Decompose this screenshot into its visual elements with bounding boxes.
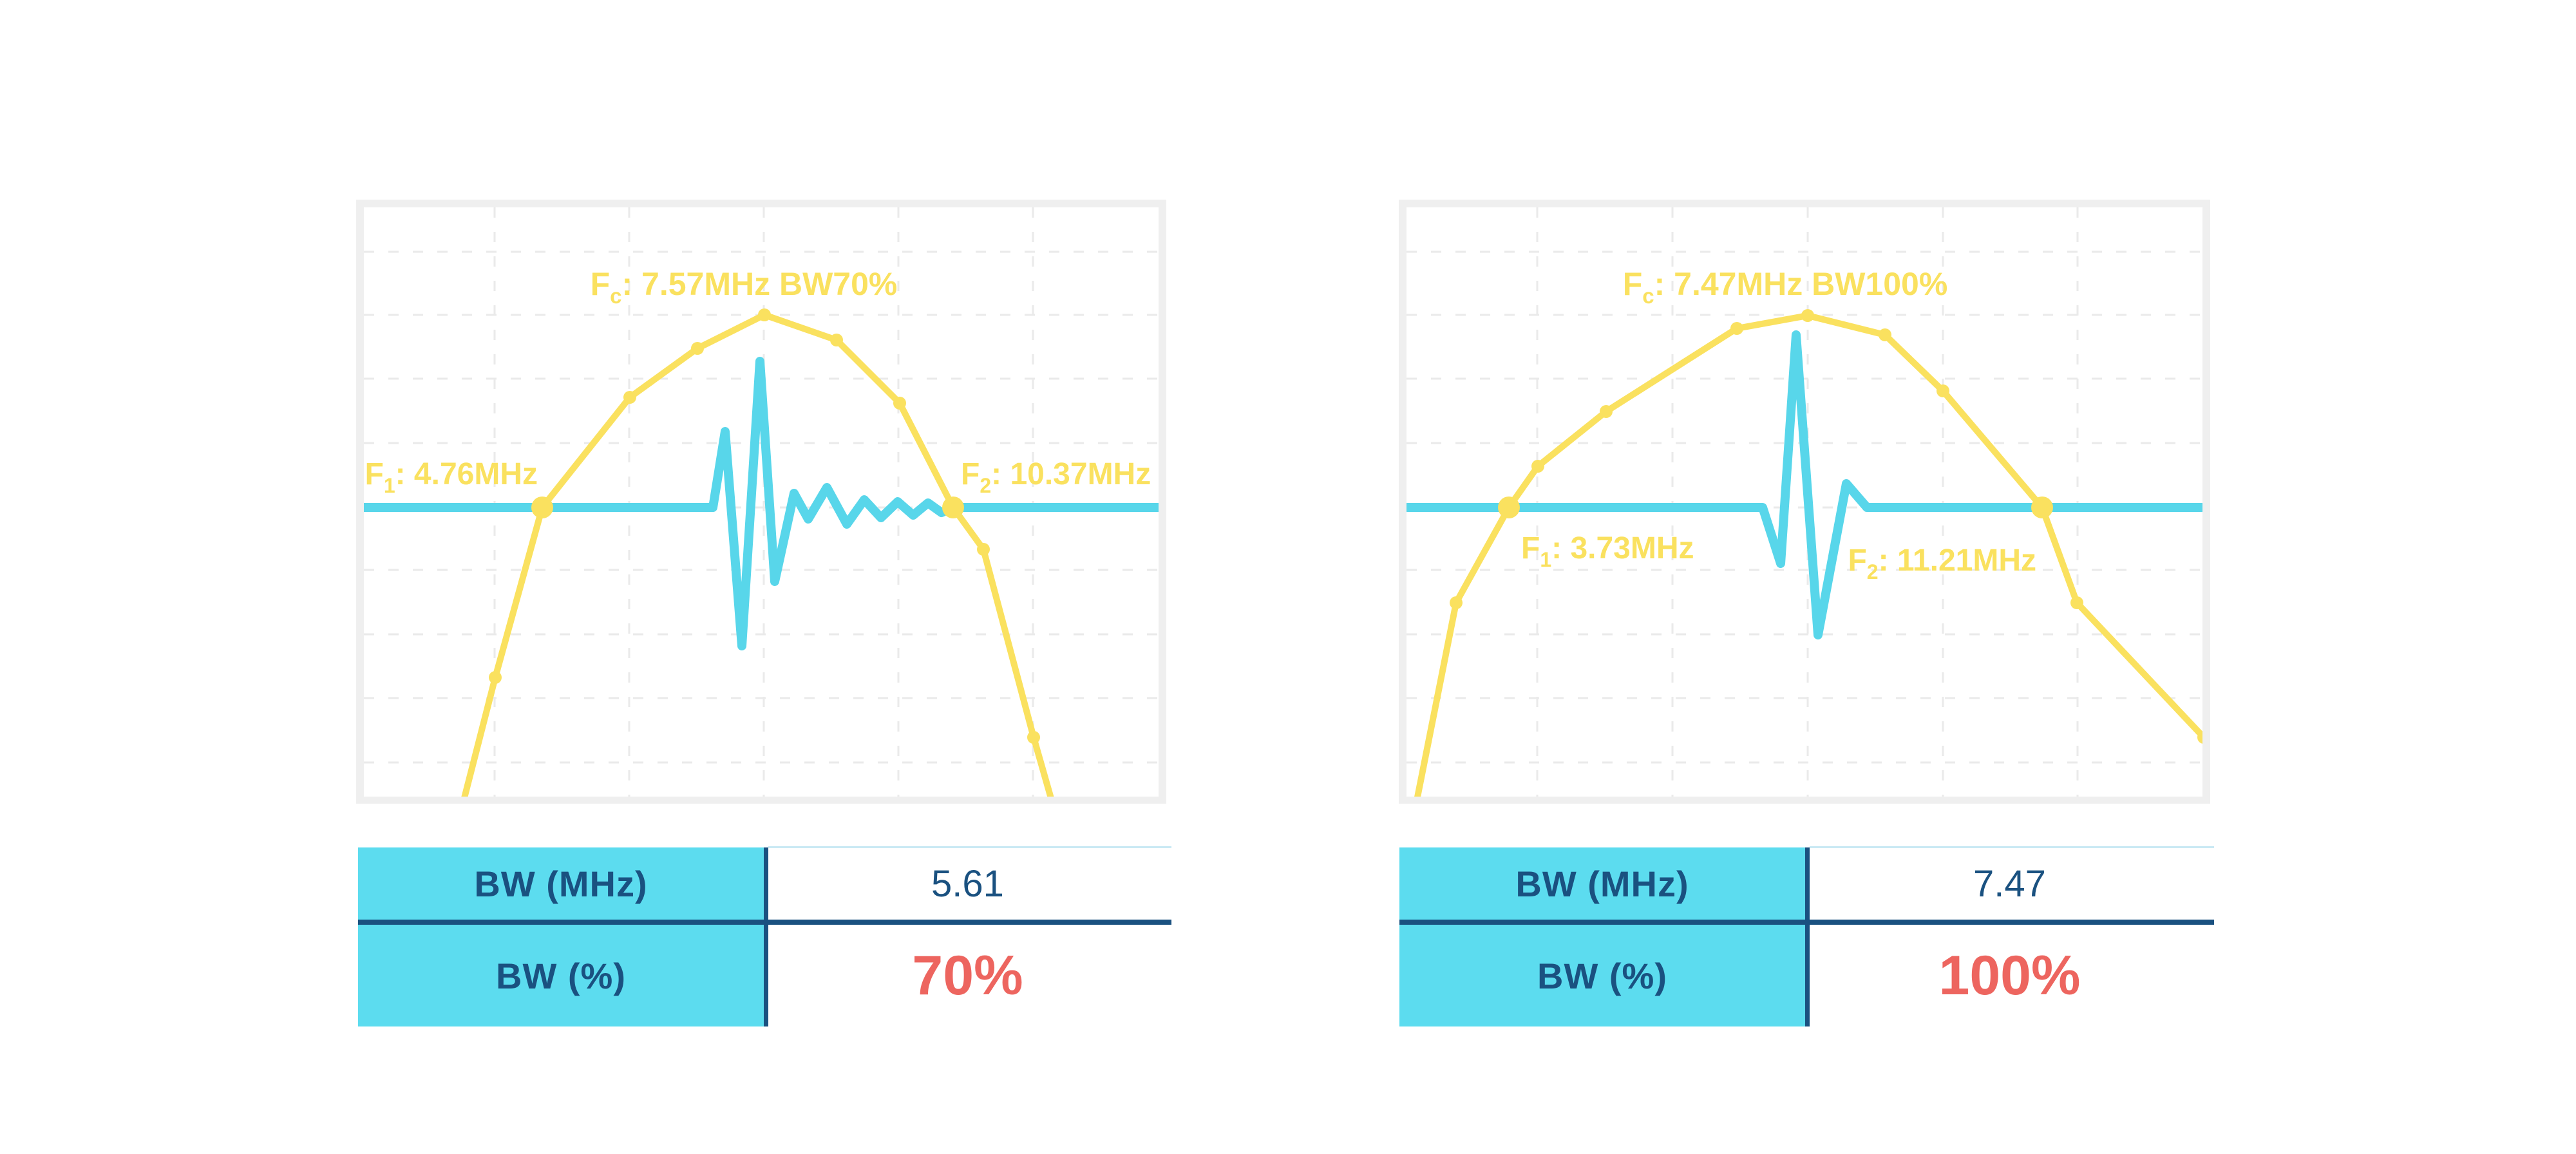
bw-pct-value: 70% bbox=[912, 944, 1023, 1007]
table-column-divider bbox=[1805, 847, 1810, 1026]
bw-mhz-label: BW (MHz) bbox=[1515, 863, 1689, 904]
bw-pct-value: 100% bbox=[1938, 944, 2081, 1007]
bw100-spectrum-chart: Fc: 7.47MHz BW100% F1: 3.73MHz F2: 11.21MH… bbox=[1399, 200, 2210, 804]
table-label-column-bg bbox=[1399, 847, 1805, 1026]
table-row-divider bbox=[1399, 920, 2214, 925]
table-row-divider bbox=[358, 920, 1171, 925]
bw-pct-label: BW (%) bbox=[1537, 955, 1667, 996]
table-column-divider bbox=[764, 847, 768, 1026]
bw100-table: BW (MHz) 7.47 BW (%) 100% bbox=[1399, 846, 2214, 1026]
svg-text:F2: 11.21MHz: F2: 11.21MHz bbox=[1848, 544, 2036, 583]
svg-text:F1: 3.73MHz: F1: 3.73MHz bbox=[1521, 531, 1694, 571]
bw70-table: BW (MHz) 5.61 BW (%) 70% bbox=[358, 846, 1171, 1026]
bw-mhz-label: BW (MHz) bbox=[474, 863, 648, 904]
table-row-bw-pct: BW (%) 100% bbox=[1399, 925, 2214, 1026]
bw-pct-label: BW (%) bbox=[496, 955, 626, 996]
table-top-line bbox=[768, 846, 1171, 848]
table-row-bw-mhz: BW (MHz) 7.47 bbox=[1399, 847, 2214, 920]
bw-mhz-value: 5.61 bbox=[931, 862, 1004, 905]
svg-text:Fc: 7.47MHz BW100%: Fc: 7.47MHz BW100% bbox=[1623, 266, 1948, 308]
table-row-bw-pct: BW (%) 70% bbox=[358, 925, 1171, 1026]
table-row-bw-mhz: BW (MHz) 5.61 bbox=[358, 847, 1171, 920]
svg-text:Fc: 7.57MHz BW70%: Fc: 7.57MHz BW70% bbox=[591, 266, 898, 308]
bw70-spectrum-chart: Fc: 7.57MHz BW70% F1: 4.76MHz F2: 10.37MHz bbox=[356, 200, 1166, 804]
table-top-line bbox=[1810, 846, 2214, 848]
bw-mhz-value: 7.47 bbox=[1973, 862, 2046, 905]
svg-text:F2: 10.37MHz: F2: 10.37MHz bbox=[961, 457, 1151, 497]
table-label-column-bg bbox=[358, 847, 764, 1026]
svg-text:F1: 4.76MHz: F1: 4.76MHz bbox=[365, 457, 538, 497]
